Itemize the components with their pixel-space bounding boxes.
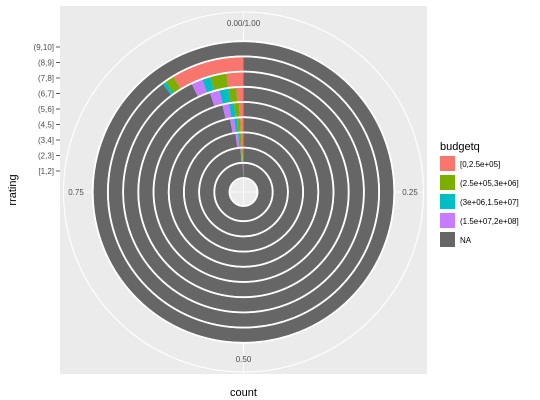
legend-key <box>440 194 455 209</box>
ring-separator-7 <box>122 70 365 314</box>
ring-separator-6 <box>137 85 350 299</box>
bar-(2,3]-NA <box>199 148 288 236</box>
legend-title: budgetq <box>440 141 480 153</box>
bar-(8,9]-(3e+06,1.5e+07] <box>162 81 174 95</box>
r-tick-label: (4,5] <box>38 121 54 130</box>
ring-separator-1 <box>213 161 274 223</box>
legend-key <box>440 175 455 190</box>
bar-(5,6]-(3e+06,1.5e+07] <box>228 103 236 118</box>
legend-label: NA <box>460 236 472 245</box>
legend-label: [0,2.5e+05] <box>460 160 500 169</box>
ring-separator-5 <box>152 101 335 283</box>
bar-(2,3]-(3e+06,1.5e+07] <box>241 148 243 163</box>
bar-(6,7]-[0,2.5e+05] <box>236 87 244 102</box>
bar-(6,7]-(1.5e+07,2e+08] <box>209 90 223 107</box>
legend-label: (2.5e+05,3e+06] <box>460 179 519 188</box>
bar-(7,8]-(2.5e+05,3e+06] <box>210 73 229 91</box>
theta-tick-label: 0.25 <box>402 188 418 197</box>
r-tick-label: (7,8] <box>38 74 54 83</box>
bar-(6,7]-(2.5e+05,3e+06] <box>228 87 238 103</box>
ring-separator-2 <box>198 146 289 238</box>
y-axis-title: rrating <box>7 174 19 205</box>
bar-(3,4]-(2.5e+05,3e+06] <box>239 133 242 147</box>
legend-key <box>440 213 455 228</box>
bar-(7,8]-(1.5e+07,2e+08] <box>191 79 207 97</box>
bar-(4,5]-(2.5e+05,3e+06] <box>236 118 241 132</box>
theta-tick-label: 0.00/1.00 <box>227 19 261 28</box>
bar-(2,3]-[0,2.5e+05] <box>242 148 244 163</box>
bar-(3,4]-(1.5e+07,2e+08] <box>235 133 240 148</box>
bar-(5,6]-(1.5e+07,2e+08] <box>222 103 232 119</box>
legend-label: (1.5e+07,2e+08] <box>460 217 519 226</box>
bar-(2,3]-(1.5e+07,2e+08] <box>240 148 242 163</box>
legend-key <box>440 156 455 171</box>
ring-separator-0 <box>228 177 259 207</box>
ring-separator-3 <box>182 131 304 253</box>
r-tick-label: (8,9] <box>38 59 54 68</box>
bar-(4,5]-(1.5e+07,2e+08] <box>230 118 236 133</box>
r-tick-label: (6,7] <box>38 90 54 99</box>
legend: budgetq [0,2.5e+05] (2.5e+05,3e+06] (3e+06… <box>440 141 519 247</box>
bar-(6,7]-(3e+06,1.5e+07] <box>219 88 231 104</box>
bar-(5,6]-(2.5e+05,3e+06] <box>233 102 240 117</box>
bar-(8,9]-[0,2.5e+05] <box>173 57 244 89</box>
r-tick-label: (5,6] <box>38 105 54 114</box>
bar-(7,8]-[0,2.5e+05] <box>226 72 244 88</box>
bar-(8,9]-(2.5e+05,3e+06] <box>165 76 181 94</box>
bars-layer <box>93 42 394 342</box>
legend-key <box>440 232 455 247</box>
bar-(7,8]-(3e+06,1.5e+07] <box>202 77 214 93</box>
r-tick-label: (2,3] <box>38 152 54 161</box>
bar-(4,5]-(3e+06,1.5e+07] <box>234 118 239 133</box>
ring-separator-4 <box>167 116 320 268</box>
bar-(4,5]-[0,2.5e+05] <box>240 118 244 132</box>
r-tick-labels: (9,10] (8,9] (7,8] (6,7] (5,6] (4,5] (3,4] (2,3… <box>34 43 60 176</box>
r-tick-label: (3,4] <box>38 136 54 145</box>
bar-(5,6]-[0,2.5e+05] <box>239 102 244 117</box>
theta-tick-labels: 0.00/1.00 0.25 0.50 0.75 <box>68 19 418 364</box>
bar-(3,4]-(3e+06,1.5e+07] <box>237 133 241 148</box>
bar-(2,3]-(2.5e+05,3e+06] <box>241 148 243 163</box>
r-tick-label: [1,2] <box>38 167 54 176</box>
bar-[1,2]-NA <box>215 163 272 221</box>
theta-tick-label: 0.75 <box>68 188 84 197</box>
legend-label: (3e+06,1.5e+07] <box>460 198 519 207</box>
ring-separators <box>91 40 396 344</box>
x-axis-title: count <box>230 387 257 399</box>
bar-(3,4]-[0,2.5e+05] <box>241 133 244 147</box>
ring-separator-9 <box>91 40 396 344</box>
theta-tick-label: 0.50 <box>236 355 252 364</box>
r-tick-label: (9,10] <box>34 43 54 52</box>
ring-separator-8 <box>106 55 381 329</box>
